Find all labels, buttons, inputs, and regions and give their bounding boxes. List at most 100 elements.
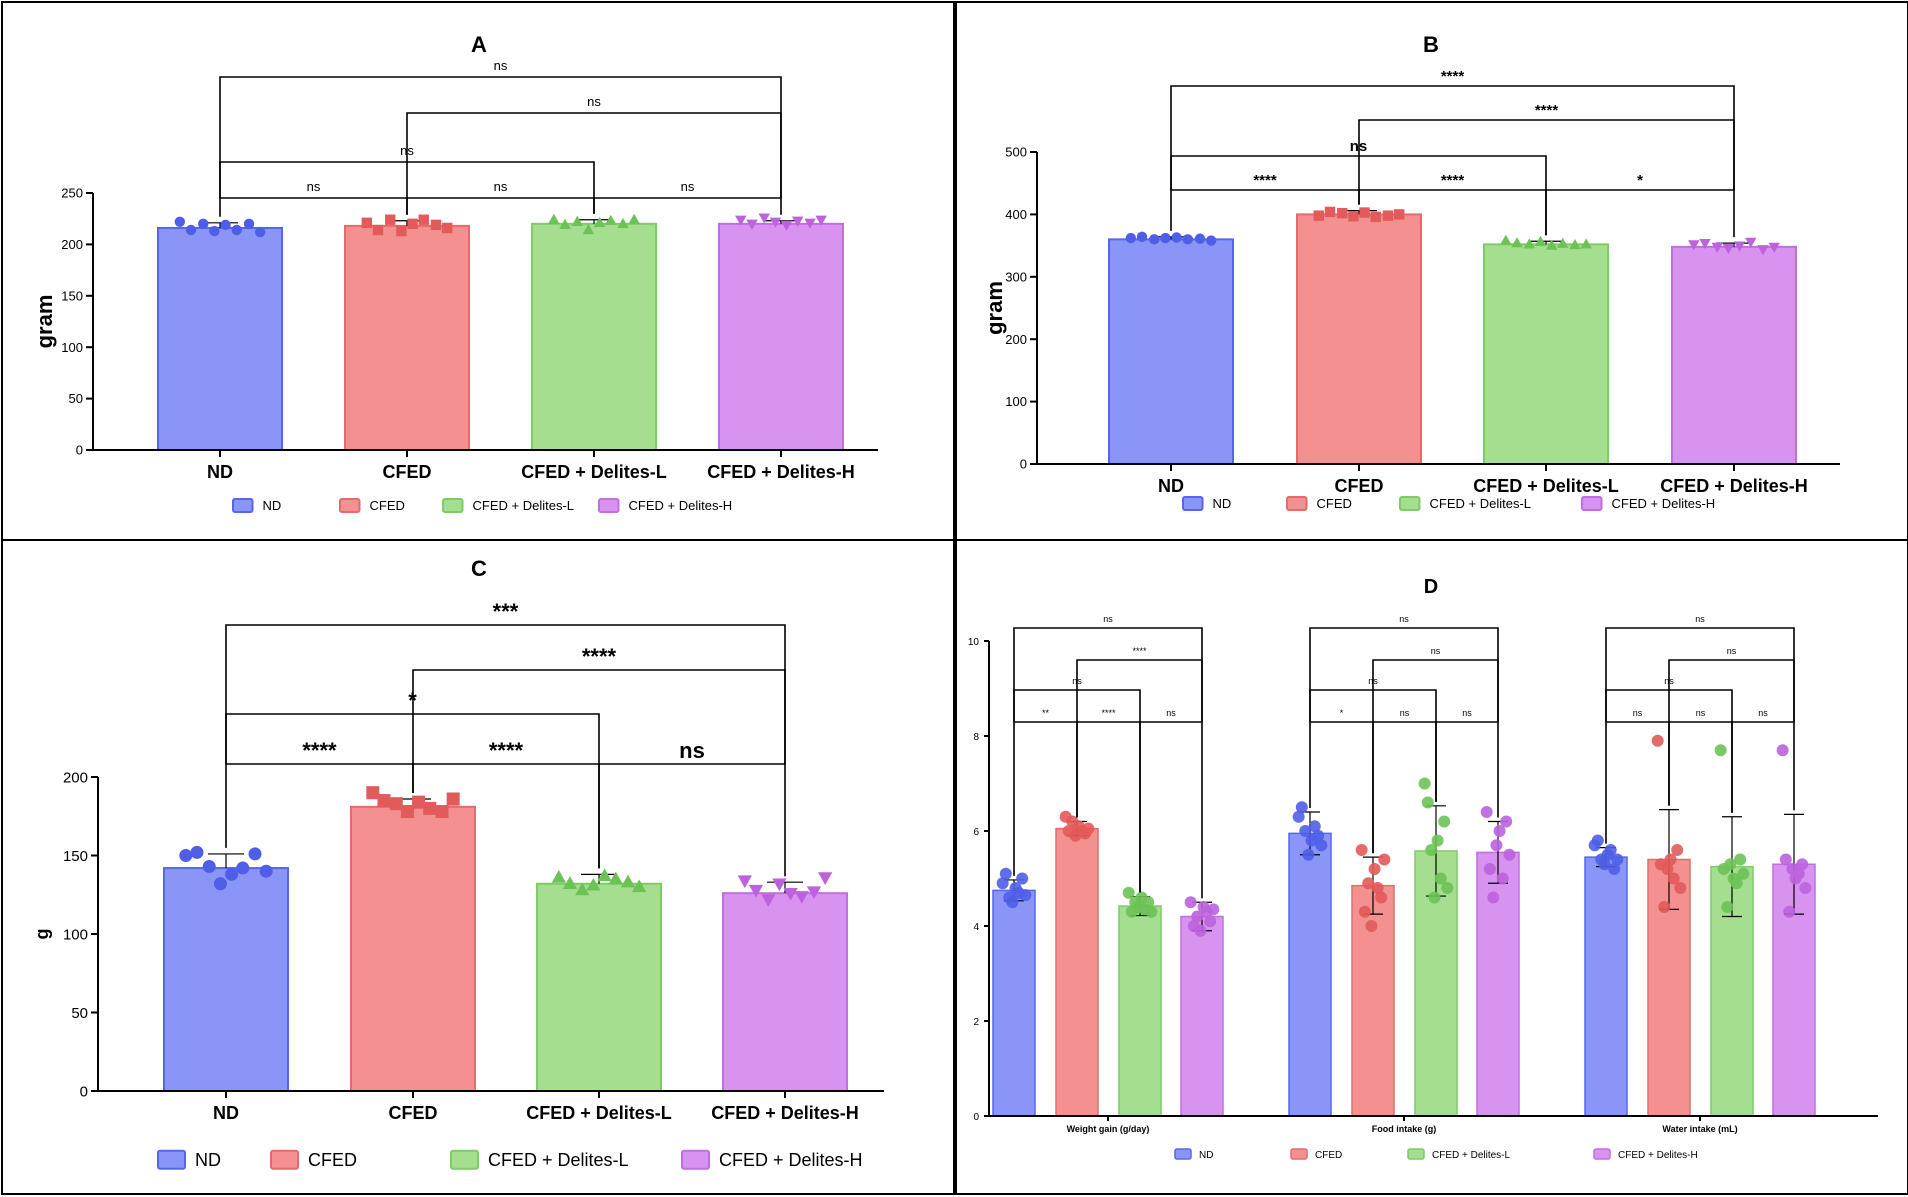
- data-point: [1441, 882, 1454, 894]
- significance-bracket: [225, 713, 600, 764]
- significance-label: ***: [493, 599, 519, 624]
- bar-3-0: [1180, 915, 1224, 1117]
- bar-2: [531, 222, 657, 451]
- significance-label: *: [1637, 172, 1643, 189]
- error-bar: [1528, 240, 1564, 245]
- data-point: [446, 792, 460, 806]
- y-axis-label: gram: [982, 281, 1007, 335]
- data-point: [179, 849, 193, 862]
- data-point: [1799, 882, 1812, 894]
- data-point: [1734, 853, 1747, 866]
- significance-label: ns: [1758, 708, 1768, 718]
- data-point: [1658, 901, 1671, 913]
- data-point: [1302, 848, 1315, 861]
- chart-title: C: [471, 556, 487, 581]
- legend-swatch-0: [157, 1149, 186, 1170]
- data-point: [597, 868, 612, 882]
- data-point: [1191, 910, 1204, 923]
- significance-label: ****: [489, 738, 524, 763]
- data-point: [780, 220, 793, 231]
- significance-bracket: [1139, 721, 1203, 899]
- bar-0-1: [1288, 832, 1332, 1117]
- data-point: [1142, 896, 1155, 909]
- significance-label: ****: [1441, 68, 1465, 85]
- data-point: [815, 215, 827, 226]
- x-tick-label: CFED: [383, 462, 432, 482]
- legend-swatch-0: [1182, 495, 1204, 511]
- data-point: [1661, 863, 1674, 875]
- data-point: [769, 217, 782, 228]
- data-point: [548, 213, 560, 224]
- data-point: [605, 214, 617, 225]
- bar-0: [163, 867, 289, 1092]
- significance-bracket: [1358, 119, 1735, 190]
- data-point: [1569, 238, 1581, 250]
- significance-label: ns: [1664, 676, 1674, 686]
- data-point: [1688, 240, 1700, 251]
- data-point: [1355, 844, 1368, 856]
- significance-label: ns: [1350, 138, 1368, 155]
- data-point: [1145, 905, 1158, 918]
- significance-bracket: [219, 161, 595, 198]
- significance-bracket: [1170, 155, 1547, 190]
- data-point: [1714, 744, 1727, 757]
- data-point: [746, 219, 758, 230]
- significance-label: ****: [582, 644, 617, 669]
- data-point: [412, 795, 426, 809]
- legend-swatch-1: [339, 497, 361, 513]
- legend-swatch-1: [270, 1149, 299, 1170]
- data-point: [385, 214, 396, 225]
- y-tick-label: 150: [61, 288, 83, 303]
- data-point: [806, 886, 822, 900]
- data-point: [254, 226, 266, 238]
- x-tick-label: ND: [213, 1103, 239, 1123]
- data-point: [1184, 896, 1197, 909]
- legend-label-1: CFED: [370, 498, 405, 513]
- significance-label: ****: [1253, 172, 1277, 189]
- significance-label: ns: [494, 58, 508, 73]
- y-tick-label: 50: [69, 391, 83, 406]
- significance-bracket: [1731, 721, 1795, 813]
- data-point: [608, 871, 623, 885]
- data-point: [418, 214, 429, 225]
- data-point: [1299, 825, 1312, 837]
- data-point: [1194, 924, 1207, 937]
- y-tick-label: 0: [973, 1112, 979, 1123]
- y-axis-label: gram: [32, 295, 57, 349]
- data-point: [377, 794, 391, 808]
- data-point: [1611, 853, 1624, 866]
- data-point: [1651, 734, 1664, 747]
- data-point: [1371, 882, 1384, 894]
- data-point: [1438, 815, 1451, 828]
- data-point: [620, 874, 636, 888]
- data-point: [818, 872, 833, 885]
- significance-label: ns: [587, 94, 601, 109]
- legend-label-0: ND: [195, 1150, 221, 1170]
- y-tick-label: 250: [61, 186, 83, 201]
- bar-3: [722, 892, 848, 1092]
- y-tick-label: 100: [61, 340, 83, 355]
- data-point: [1375, 891, 1388, 904]
- bar-1: [350, 805, 476, 1093]
- data-point: [551, 870, 566, 883]
- data-point: [1721, 901, 1734, 913]
- data-point: [1160, 232, 1171, 244]
- data-point: [1724, 858, 1737, 871]
- data-point: [783, 887, 798, 901]
- data-point: [1431, 834, 1444, 847]
- legend-swatch-2: [1407, 1148, 1425, 1160]
- significance-label: ns: [307, 179, 321, 194]
- legend-label-3: CFED + Delites-H: [719, 1150, 863, 1170]
- y-tick-label: 400: [1005, 207, 1027, 222]
- data-point: [1292, 810, 1305, 823]
- data-point: [586, 877, 601, 891]
- x-tick-label: CFED + Delites-H: [1660, 476, 1808, 496]
- significance-label: ns: [1431, 646, 1441, 656]
- data-point: [1796, 858, 1809, 871]
- significance-label: ****: [1441, 172, 1465, 189]
- data-point: [400, 805, 414, 819]
- y-tick-label: 50: [71, 1005, 88, 1022]
- y-tick-label: 200: [1005, 332, 1027, 347]
- data-point: [571, 215, 583, 226]
